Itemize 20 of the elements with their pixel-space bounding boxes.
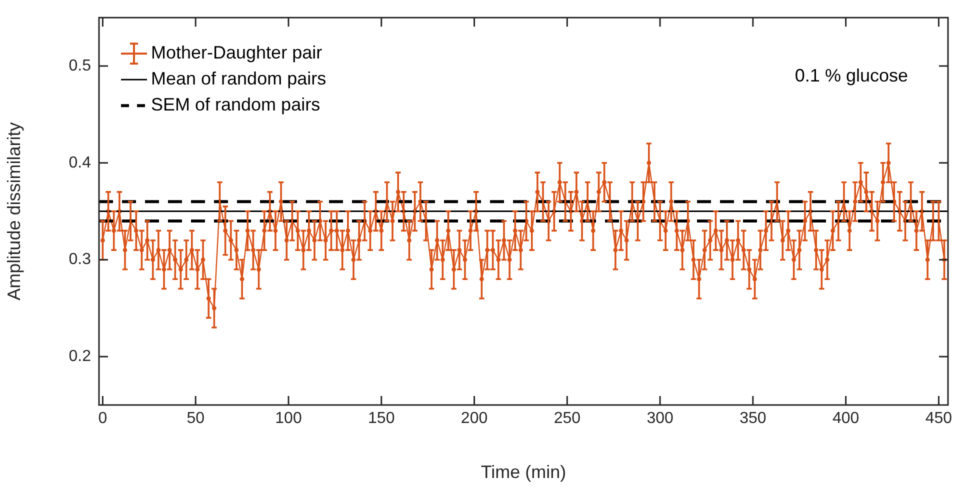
x-axis-title: Time (min) — [480, 462, 566, 482]
y-tick-label: 0.2 — [68, 348, 92, 365]
annotation: 0.1 % glucose — [794, 66, 908, 86]
y-tick-label: 0.3 — [68, 251, 92, 268]
legend-label: Mean of random pairs — [151, 68, 326, 89]
x-tick-label: 250 — [554, 410, 581, 428]
legend-label: Mother-Daughter pair — [151, 42, 322, 63]
x-tick-label: 200 — [460, 410, 488, 428]
y-axis-title: Amplitude dissimilarity — [4, 122, 24, 300]
x-tick-label: 300 — [646, 410, 674, 428]
x-tick-label: 150 — [368, 410, 395, 428]
y-tick-label: 0.4 — [68, 154, 92, 172]
x-tick-label: 450 — [925, 410, 952, 428]
legend-label: SEM of random pairs — [151, 94, 320, 115]
x-tick-label: 400 — [832, 410, 860, 428]
x-tick-label: 50 — [186, 410, 205, 428]
x-tick-label: 100 — [275, 410, 302, 428]
x-tick-label: 0 — [98, 410, 108, 428]
x-tick-label: 350 — [740, 410, 766, 428]
y-tick-label: 0.5 — [68, 57, 92, 74]
